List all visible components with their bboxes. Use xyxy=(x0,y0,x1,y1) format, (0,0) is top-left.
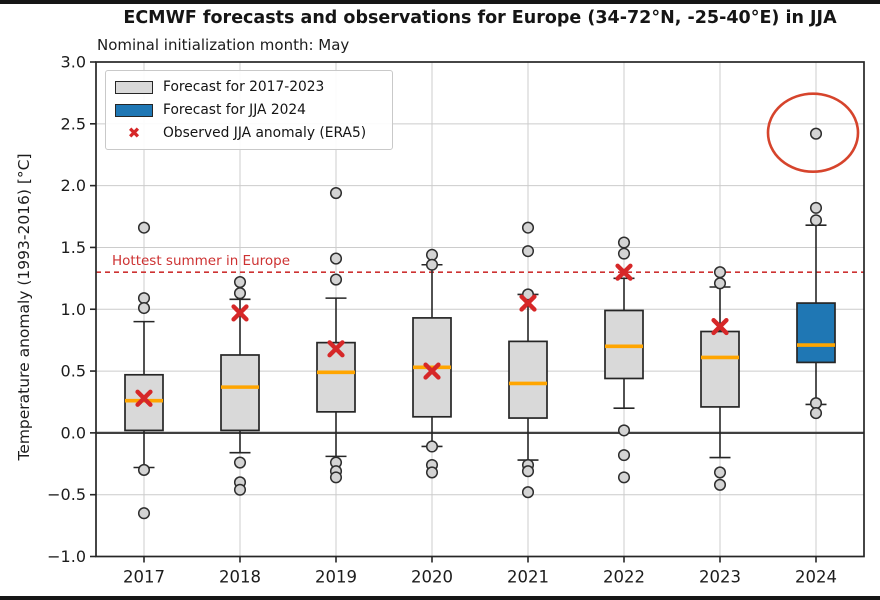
flier-2023 xyxy=(713,478,727,491)
observed-x-2020 xyxy=(423,362,441,380)
flier-2024 xyxy=(809,397,823,410)
flier-2020 xyxy=(425,466,439,479)
blue-box-swatch-icon xyxy=(115,103,153,117)
flier-2017 xyxy=(137,463,151,477)
box-2018 xyxy=(220,354,260,432)
box-2021 xyxy=(508,340,548,419)
box-2022 xyxy=(604,309,644,380)
flier-2018 xyxy=(233,456,247,469)
flier-2019 xyxy=(329,186,343,200)
flier-2022 xyxy=(617,471,631,484)
flier-2020 xyxy=(425,440,439,453)
y-tick-label: 3.0 xyxy=(61,53,86,72)
observed-x-2021 xyxy=(519,294,537,312)
legend-item-forecast-2024: Forecast for JJA 2024 xyxy=(115,101,382,119)
bottom-border-bar xyxy=(0,596,880,600)
flier-2020 xyxy=(425,258,439,271)
gray-box-swatch-icon xyxy=(115,80,153,94)
flier-2021 xyxy=(521,221,535,234)
flier-2023 xyxy=(713,277,727,290)
observed-x-2019 xyxy=(327,340,345,358)
flier-2018 xyxy=(233,276,247,289)
legend-label: Observed JJA anomaly (ERA5) xyxy=(163,125,367,141)
box-2023 xyxy=(700,330,740,408)
x-tick-label: 2019 xyxy=(315,568,357,587)
y-tick-label: −0.5 xyxy=(47,485,86,504)
flier-2024 xyxy=(809,201,823,214)
flier-2022 xyxy=(617,236,631,249)
y-tick-label: 0.5 xyxy=(61,362,86,381)
observed-x-2023 xyxy=(711,317,729,336)
y-tick-label: 1.5 xyxy=(61,238,86,257)
flier-2017 xyxy=(137,507,151,520)
flier-2019 xyxy=(329,252,343,265)
flier-2024 xyxy=(809,127,823,140)
chart-title: ECMWF forecasts and observations for Eur… xyxy=(123,8,837,28)
flier-2021 xyxy=(521,245,535,258)
observed-x-2018 xyxy=(231,304,249,322)
flier-2023 xyxy=(713,266,727,279)
legend-item-forecast-2017-2023: Forecast for 2017-2023 xyxy=(115,78,382,96)
box-2019 xyxy=(316,341,356,413)
box-2017 xyxy=(124,373,164,432)
y-tick-label: 0.0 xyxy=(61,423,86,442)
flier-2021 xyxy=(521,486,535,499)
y-tick-label: −1.0 xyxy=(47,547,86,566)
flier-2019 xyxy=(329,471,343,484)
hottest-summer-annotation: Hottest summer in Europe xyxy=(112,253,291,269)
chart-subtitle: Nominal initialization month: May xyxy=(97,36,350,54)
observed-x-2017 xyxy=(135,389,153,407)
flier-2023 xyxy=(713,466,727,479)
box-2024 xyxy=(796,302,836,364)
x-tick-label: 2017 xyxy=(123,568,165,587)
flier-2018 xyxy=(233,287,247,300)
observed-x-2022 xyxy=(615,263,633,281)
legend-label: Forecast for JJA 2024 xyxy=(163,102,306,118)
flier-2022 xyxy=(617,247,631,260)
flier-2017 xyxy=(137,221,151,234)
y-tick-label: 2.0 xyxy=(61,176,86,195)
flier-2017 xyxy=(137,292,151,305)
flier-2024 xyxy=(809,214,823,227)
red-x-marker-icon: ✖ xyxy=(127,123,141,142)
chart-legend: Forecast for 2017-2023 Forecast for JJA … xyxy=(105,70,393,150)
flier-2017 xyxy=(137,301,151,315)
flier-2020 xyxy=(425,248,439,261)
legend-item-observed-anomaly: ✖ Observed JJA anomaly (ERA5) xyxy=(115,124,382,142)
flier-2021 xyxy=(521,465,535,478)
x-tick-label: 2023 xyxy=(699,568,741,587)
flier-2018 xyxy=(233,483,247,496)
flier-2022 xyxy=(617,449,631,462)
x-tick-label: 2018 xyxy=(219,568,261,587)
y-tick-label: 2.5 xyxy=(61,114,86,133)
flier-2019 xyxy=(329,273,343,286)
x-tick-label: 2022 xyxy=(603,568,645,587)
flier-2021 xyxy=(521,288,535,301)
top-border-bar xyxy=(0,0,880,4)
flier-2024 xyxy=(809,407,823,420)
x-tick-label: 2024 xyxy=(795,568,837,587)
highlight-ellipse xyxy=(766,92,860,174)
y-tick-label: 1.0 xyxy=(61,300,86,319)
legend-label: Forecast for 2017-2023 xyxy=(163,79,325,95)
x-tick-label: 2020 xyxy=(411,568,453,587)
flier-2022 xyxy=(617,424,631,437)
x-tick-label: 2021 xyxy=(507,568,549,587)
